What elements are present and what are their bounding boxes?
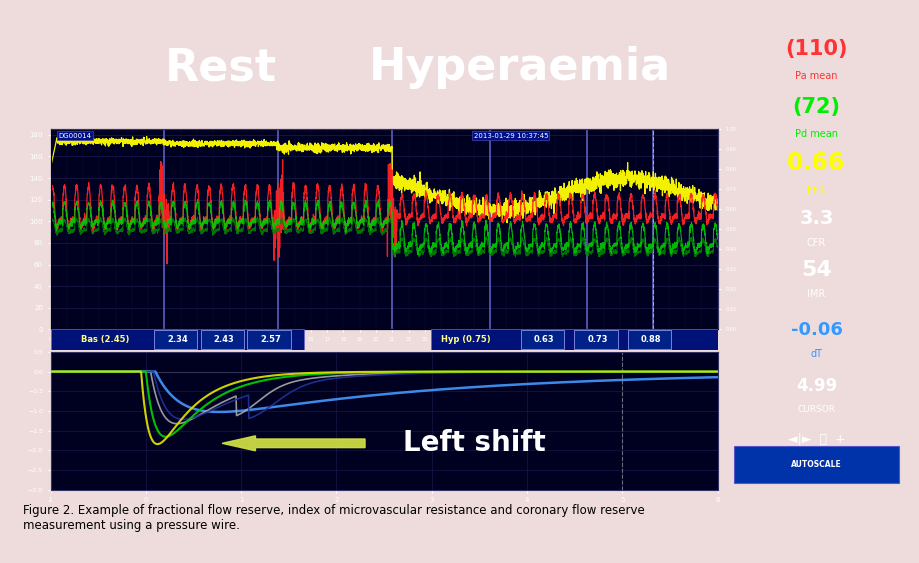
Text: Figure 2. Example of fractional flow reserve, index of microvascular resistance : Figure 2. Example of fractional flow res… bbox=[23, 504, 644, 532]
Bar bbox=[627, 330, 670, 349]
Text: 0.66: 0.66 bbox=[787, 151, 845, 175]
Text: Rest: Rest bbox=[165, 46, 277, 89]
Text: (110): (110) bbox=[785, 39, 846, 59]
Text: Hyperaemia: Hyperaemia bbox=[369, 46, 671, 89]
Bar bbox=[573, 330, 617, 349]
Text: 2013-01-29 10:37:45: 2013-01-29 10:37:45 bbox=[473, 133, 548, 138]
Text: Pa mean: Pa mean bbox=[794, 71, 837, 81]
Text: Left shift: Left shift bbox=[403, 430, 545, 457]
Text: 0.63: 0.63 bbox=[533, 335, 554, 344]
Text: Hyp (0.75): Hyp (0.75) bbox=[440, 335, 490, 344]
Text: (72): (72) bbox=[791, 97, 840, 117]
Text: AUTOSCALE: AUTOSCALE bbox=[790, 460, 841, 469]
Text: 0.88: 0.88 bbox=[640, 335, 661, 344]
Text: CFR: CFR bbox=[806, 238, 825, 248]
FancyBboxPatch shape bbox=[733, 446, 898, 482]
Text: dT: dT bbox=[810, 349, 822, 359]
Bar bbox=[247, 330, 290, 349]
Text: Pd mean: Pd mean bbox=[794, 129, 837, 139]
Bar bbox=[430, 329, 717, 350]
Text: CURSOR: CURSOR bbox=[797, 405, 834, 414]
Text: 2.34: 2.34 bbox=[166, 335, 187, 344]
Text: 2.43: 2.43 bbox=[213, 335, 234, 344]
Text: 4.99: 4.99 bbox=[795, 377, 836, 395]
Text: ◄|►  🔍  +: ◄|► 🔍 + bbox=[787, 432, 845, 445]
Text: FFR: FFR bbox=[807, 185, 824, 195]
Text: 0.73: 0.73 bbox=[586, 335, 607, 344]
Text: DG00014: DG00014 bbox=[59, 133, 92, 138]
FancyArrow shape bbox=[221, 436, 365, 451]
Text: 3.3: 3.3 bbox=[799, 209, 833, 228]
Text: Bas (2.45): Bas (2.45) bbox=[81, 335, 129, 344]
Bar bbox=[153, 330, 197, 349]
Text: 54: 54 bbox=[800, 260, 831, 279]
Bar bbox=[520, 330, 563, 349]
Text: IMR: IMR bbox=[807, 289, 824, 299]
Bar bbox=[51, 329, 303, 350]
Text: -0.06: -0.06 bbox=[789, 321, 842, 339]
Bar bbox=[200, 330, 244, 349]
Text: 2.57: 2.57 bbox=[260, 335, 281, 344]
